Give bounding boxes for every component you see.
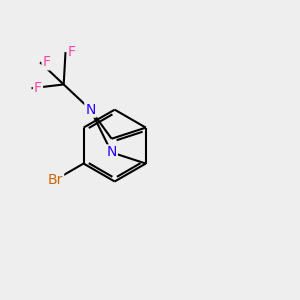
Text: F: F bbox=[34, 81, 42, 95]
Text: N: N bbox=[106, 146, 117, 159]
Text: N: N bbox=[85, 103, 96, 117]
Text: F: F bbox=[43, 55, 51, 69]
Text: Br: Br bbox=[48, 173, 63, 187]
Text: F: F bbox=[68, 45, 76, 59]
